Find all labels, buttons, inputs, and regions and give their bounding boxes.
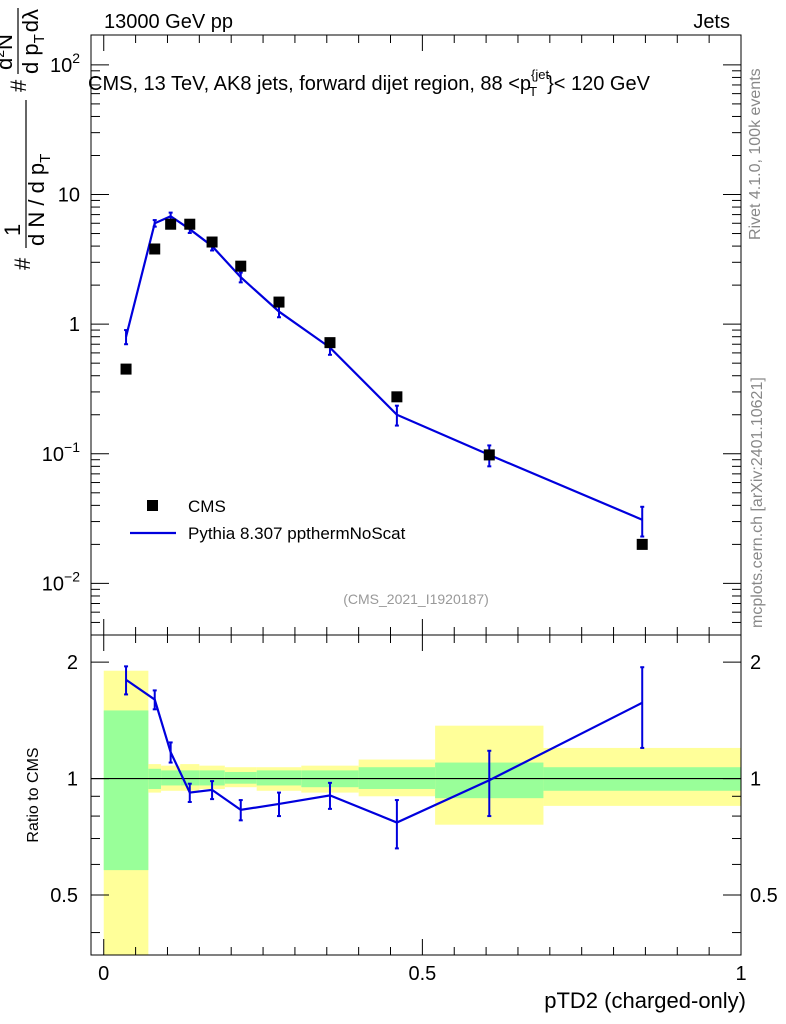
y-tick-label-ratio-left: 0.5 <box>50 885 78 907</box>
y-tick-label-base: 1 <box>69 314 80 336</box>
ylabel-dN-text: d N / d p <box>24 163 49 246</box>
ylabel-d2N: d2N <box>0 34 17 70</box>
cms-data-point <box>149 243 161 255</box>
ratio-panel: 0.5 0.5 1 1 2 2 <box>50 634 778 956</box>
pythia-line <box>124 214 643 521</box>
ylabel-dlambda: dλ <box>18 9 43 32</box>
y-tick-label-main: 10−1 <box>42 439 80 466</box>
cms-data-point <box>235 260 247 272</box>
y-tick-label-main: 102 <box>50 50 80 77</box>
y-tick-label-base: 10 <box>50 55 72 77</box>
y-tick-label-exp: 2 <box>72 50 80 66</box>
cms-data-point <box>165 218 177 230</box>
ratio-y-axis-label: Ratio to CMS <box>25 747 42 842</box>
y-tick-label-base: 10 <box>42 573 64 595</box>
ylabel-d2N-sup: 2 <box>0 50 7 58</box>
y-tick-label-main: 1 <box>69 314 80 336</box>
ylabel-dN: d N / d pT <box>24 154 54 246</box>
y-tick-label-ratio-right: 2 <box>750 652 761 674</box>
ylabel-hash-2: # <box>6 79 31 92</box>
x-tick-label: 1 <box>735 963 746 985</box>
cms-data-point <box>184 218 196 230</box>
header-energy-label: 13000 GeV pp <box>104 11 233 33</box>
ratio-band-green <box>199 770 225 786</box>
ylabel-d2N-N: N <box>0 34 17 50</box>
ratio-band-green <box>161 770 181 786</box>
x-tick-label: 0.5 <box>408 963 436 985</box>
y-tick-label-ratio-right: 0.5 <box>750 885 778 907</box>
legend-pythia-label: Pythia 8.307 ppthermNoScat <box>188 524 406 543</box>
legend-cms-label: CMS <box>188 497 226 516</box>
mcplots-source-label: mcplots.cern.ch [arXiv:2401.10621] <box>749 377 766 628</box>
y-tick-label-base: 10 <box>42 444 64 466</box>
legend: CMS Pythia 8.307 ppthermNoScat <box>130 497 406 543</box>
y-tick-label-base: 10 <box>58 185 80 207</box>
ratio-band-green <box>224 771 257 784</box>
x-axis-label: pTD2 (charged-only) <box>544 988 746 1013</box>
x-tick-label: 0 <box>98 963 109 985</box>
cms-data-point <box>391 391 403 403</box>
ylabel-d2N-d: d <box>0 58 17 70</box>
analysis-id-label: (CMS_2021_I1920187) <box>343 591 489 607</box>
chart-title: CMS, 13 TeV, AK8 jets, forward dijet reg… <box>88 67 651 99</box>
ylabel-dpt-text: d p <box>18 43 43 74</box>
legend-cms-marker <box>147 500 158 511</box>
main-y-axis-label: # 1 d N / d pT # d2N d pTdλ <box>0 8 54 270</box>
cms-data-point <box>324 337 336 349</box>
chart-title-main: CMS, 13 TeV, AK8 jets, forward dijet reg… <box>88 73 531 95</box>
ylabel-dpt: d pTdλ <box>18 9 48 74</box>
ratio-band-green <box>256 770 302 786</box>
y-tick-label-main: 10−2 <box>42 568 80 595</box>
rivet-version-label: Rivet 4.1.0, 100k events <box>747 68 764 240</box>
cms-data-point <box>483 449 495 461</box>
chart-title-sup: {jet <box>531 67 549 82</box>
ylabel-hash-1: # <box>10 257 35 270</box>
cms-data-point <box>273 296 285 308</box>
cms-data-point <box>120 363 132 375</box>
y-tick-label-ratio-left: 1 <box>67 769 78 791</box>
cms-data-point <box>636 538 648 550</box>
y-tick-label-ratio-right: 1 <box>750 769 761 791</box>
cms-data-point <box>206 236 218 248</box>
ylabel-one: 1 <box>0 224 25 236</box>
y-tick-label-main: 10 <box>58 185 80 207</box>
ylabel-dN-sub: T <box>37 154 54 163</box>
y-tick-label-ratio-left: 2 <box>67 652 78 674</box>
ylabel-dpt-sub: T <box>31 34 48 43</box>
ratio-band-green <box>103 710 149 871</box>
y-tick-label-exp: −1 <box>64 439 80 455</box>
y-tick-label-exp: −2 <box>64 568 80 584</box>
chart-title-sub: T <box>529 84 537 99</box>
ratio-frame <box>90 634 742 956</box>
chart-title-end: }< 120 GeV <box>547 73 651 95</box>
header-category-label: Jets <box>693 11 730 33</box>
